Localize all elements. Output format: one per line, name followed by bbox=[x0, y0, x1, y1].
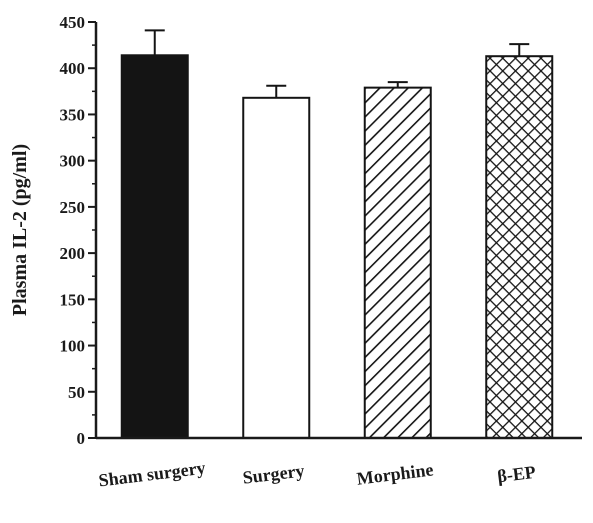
x-axis-labels: Sham surgery Surgery Morphine β-EP bbox=[97, 458, 536, 491]
y-tick-label: 400 bbox=[60, 59, 86, 78]
bar bbox=[363, 86, 432, 439]
x-category-label: Morphine bbox=[356, 459, 435, 488]
y-tick-label: 250 bbox=[60, 198, 86, 217]
y-tick-label: 50 bbox=[68, 383, 85, 402]
bars bbox=[120, 29, 554, 440]
bar bbox=[120, 54, 189, 439]
bar bbox=[242, 96, 311, 439]
y-tick-label: 100 bbox=[60, 337, 86, 356]
y-tick-label: 0 bbox=[77, 429, 86, 448]
y-tick-label: 150 bbox=[60, 290, 86, 309]
y-tick-label: 450 bbox=[60, 13, 86, 32]
bar bbox=[485, 55, 554, 440]
y-axis-title: Plasma IL-2 (pg/ml) bbox=[9, 144, 31, 316]
y-axis-ticks: 0 50 100 150 200 250 300 350 400 450 bbox=[60, 13, 96, 448]
y-tick-label: 200 bbox=[60, 244, 86, 263]
y-tick-label: 300 bbox=[60, 152, 86, 171]
x-category-label: Sham surgery bbox=[97, 458, 206, 491]
x-category-label: Surgery bbox=[242, 460, 306, 487]
x-category-label: β-EP bbox=[496, 462, 537, 487]
y-tick-label: 350 bbox=[60, 105, 86, 124]
